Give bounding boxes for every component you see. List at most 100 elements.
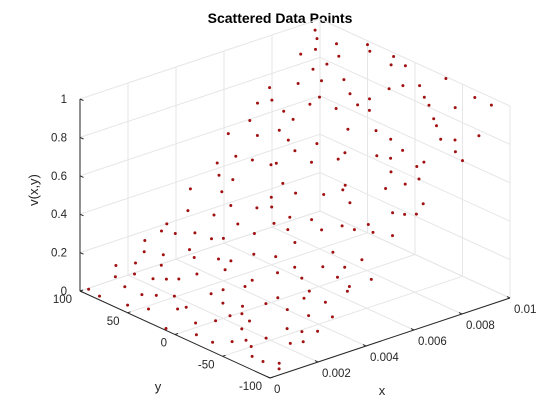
data-point: [391, 211, 395, 215]
data-point: [389, 156, 393, 160]
z-tick-label: 0: [61, 286, 67, 298]
x-tick-label: 0.002: [322, 368, 351, 380]
data-point: [403, 182, 407, 186]
grid-layer: [79, 18, 511, 379]
data-point: [230, 340, 234, 344]
data-point: [250, 278, 254, 282]
z-tick-label: 0.8: [51, 132, 67, 144]
data-point: [133, 272, 136, 276]
data-point: [277, 367, 281, 371]
data-point: [343, 265, 347, 269]
data-point: [369, 277, 373, 281]
data-point: [331, 250, 335, 254]
x-axis-label: x: [379, 383, 386, 398]
data-point: [415, 165, 419, 168]
data-point: [315, 37, 319, 41]
data-point: [188, 187, 192, 191]
x-tick-mark: [458, 312, 463, 315]
data-point: [209, 292, 213, 296]
y-tick-label: -50: [198, 359, 215, 371]
data-point: [367, 108, 371, 112]
data-point: [272, 221, 276, 225]
data-point: [291, 117, 295, 121]
data-point: [368, 49, 372, 53]
data-point: [334, 107, 338, 110]
data-point: [341, 188, 345, 192]
data-point: [176, 307, 180, 311]
data-point: [270, 98, 274, 102]
z-tick-mark: [79, 136, 84, 140]
z-tick-mark: [79, 98, 84, 102]
data-point: [439, 137, 443, 141]
data-point: [126, 303, 130, 307]
data-point: [299, 52, 303, 56]
grid-line: [319, 133, 511, 222]
z-axis-label: v(x,y): [26, 174, 41, 206]
y-tick-label: 50: [107, 316, 120, 328]
data-point: [250, 354, 254, 358]
grid-line: [319, 56, 511, 145]
data-point: [277, 361, 281, 365]
data-point: [366, 223, 370, 226]
data-point: [343, 183, 347, 187]
data-point: [223, 268, 227, 272]
data-point: [401, 148, 405, 152]
data-point: [274, 255, 278, 259]
data-point: [250, 158, 254, 162]
data-point: [255, 206, 259, 210]
data-point: [151, 277, 155, 281]
data-point: [346, 127, 350, 131]
data-point: [391, 234, 394, 238]
data-point: [270, 205, 274, 209]
data-point: [453, 106, 457, 110]
data-point: [389, 137, 393, 141]
data-point: [217, 173, 221, 177]
data-point: [320, 228, 324, 232]
data-point: [277, 128, 281, 132]
x-tick-mark: [410, 328, 415, 331]
data-point: [427, 103, 431, 107]
data-point: [243, 285, 247, 288]
grid-line: [319, 18, 511, 107]
data-point: [194, 321, 198, 325]
data-point: [276, 296, 280, 300]
data-point: [348, 92, 352, 96]
data-point: [220, 190, 224, 194]
grid-line: [79, 210, 321, 292]
data-point: [274, 161, 278, 165]
data-point: [336, 157, 340, 161]
data-point: [422, 95, 426, 99]
data-point: [261, 360, 265, 363]
data-point: [244, 338, 248, 342]
data-point: [316, 329, 320, 333]
x-tick-mark: [506, 296, 511, 299]
tick-labels: 00.0020.0040.0060.0080.01-100-5005010000…: [51, 94, 536, 396]
data-point: [313, 28, 317, 32]
data-point: [360, 258, 364, 262]
data-point: [221, 288, 225, 292]
data-point: [300, 276, 304, 280]
data-point: [384, 187, 388, 190]
axis-layer: [79, 98, 511, 379]
data-point: [374, 129, 378, 133]
data-point: [269, 163, 273, 167]
data-point: [236, 222, 240, 226]
data-point: [186, 209, 190, 213]
data-point: [368, 97, 371, 101]
data-point: [414, 212, 418, 216]
grid-line: [127, 232, 368, 314]
data-point: [264, 336, 268, 340]
data-point: [307, 314, 311, 318]
data-point: [314, 47, 317, 51]
grid-line: [222, 275, 463, 357]
data-point: [335, 42, 338, 46]
data-point: [310, 218, 314, 222]
data-point: [293, 241, 297, 244]
data-point: [87, 287, 91, 291]
grid-line: [319, 95, 511, 184]
x-tick-label: 0.008: [466, 320, 495, 332]
x-tick-label: 0.004: [370, 352, 399, 364]
grid-line: [79, 18, 321, 100]
data-point: [194, 333, 198, 337]
